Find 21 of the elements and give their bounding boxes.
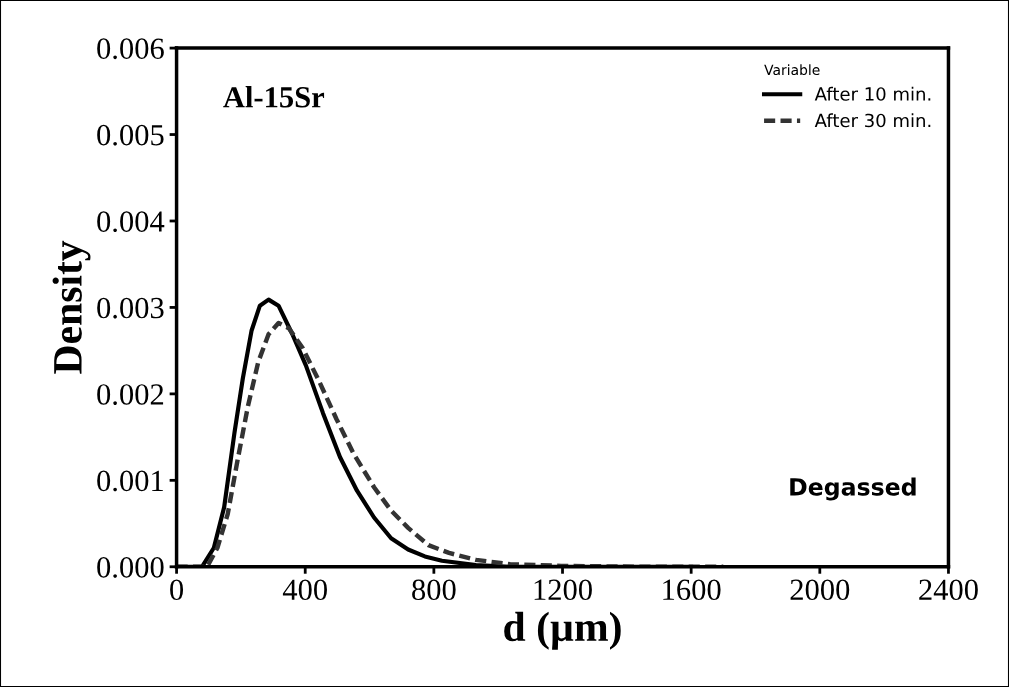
legend-title: Variable — [764, 64, 820, 76]
annotation: Degassed — [790, 477, 916, 501]
y-axis-title: Density — [52, 240, 91, 374]
y-tick-label: 0.003 — [97, 297, 164, 319]
x-tick-label: 400 — [282, 579, 327, 601]
legend-label: After 10 min. — [814, 86, 931, 101]
x-tick-label: 1600 — [663, 579, 721, 601]
x-axis-title: d (µm) — [504, 611, 621, 650]
x-tick-label: 2000 — [790, 579, 850, 601]
x-tick-label: 0 — [170, 579, 184, 601]
y-tick-label: 0.002 — [97, 384, 164, 405]
y-tick-label: 0.000 — [97, 557, 164, 578]
annotation: Al-15Sr — [223, 86, 325, 108]
y-tick-label: 0.006 — [97, 38, 164, 60]
y-tick-label: 0.005 — [97, 124, 164, 146]
y-tick-label: 0.001 — [97, 470, 163, 492]
x-tick-label: 800 — [412, 579, 456, 601]
x-tick-label: 1200 — [534, 579, 592, 601]
y-tick-label: 0.004 — [97, 211, 165, 233]
legend-label: After 30 min. — [814, 113, 931, 128]
x-tick-label: 2400 — [919, 579, 978, 601]
